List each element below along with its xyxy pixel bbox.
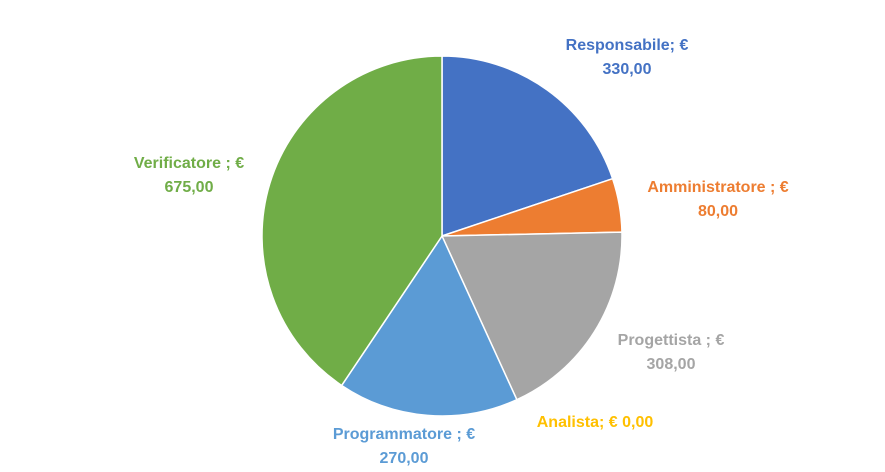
slice-value-line: 308,00 — [647, 356, 696, 373]
slice-label-line: Progettista ; € — [618, 332, 725, 349]
slice-value-line: 675,00 — [165, 179, 214, 196]
pie-slice-responsabile — [441, 55, 614, 237]
slice-label-line: Analista; € 0,00 — [537, 414, 654, 431]
slice-value-line: 330,00 — [603, 61, 652, 78]
slice-label-amministratore: Amministratore ; € 80,00 — [647, 179, 788, 220]
slice-labels: Responsabile; € 330,00 Amministratore ; € 8… — [134, 37, 789, 467]
slice-label-responsabile: Responsabile; € 330,00 — [566, 37, 689, 78]
slice-label-line: Amministratore ; € — [647, 179, 788, 196]
pie-slice-progettista — [441, 231, 623, 401]
slice-label-line: Responsabile; € — [566, 37, 689, 54]
pie-slice-verificatore — [261, 55, 443, 387]
slice-label-verificatore: Verificatore ; € 675,00 — [134, 155, 244, 196]
slice-label-analista: Analista; € 0,00 — [537, 414, 654, 431]
slice-value-line: 80,00 — [698, 203, 738, 220]
slice-label-line: Verificatore ; € — [134, 155, 244, 172]
slice-value-line: 270,00 — [380, 450, 429, 467]
slice-label-progettista: Progettista ; € 308,00 — [618, 332, 725, 373]
slice-label-line: Programmatore ; € — [333, 426, 475, 443]
pie-slice-programmatore — [340, 235, 518, 417]
pie-slices — [261, 55, 623, 417]
slice-label-programmatore: Programmatore ; € 270,00 — [333, 426, 475, 467]
